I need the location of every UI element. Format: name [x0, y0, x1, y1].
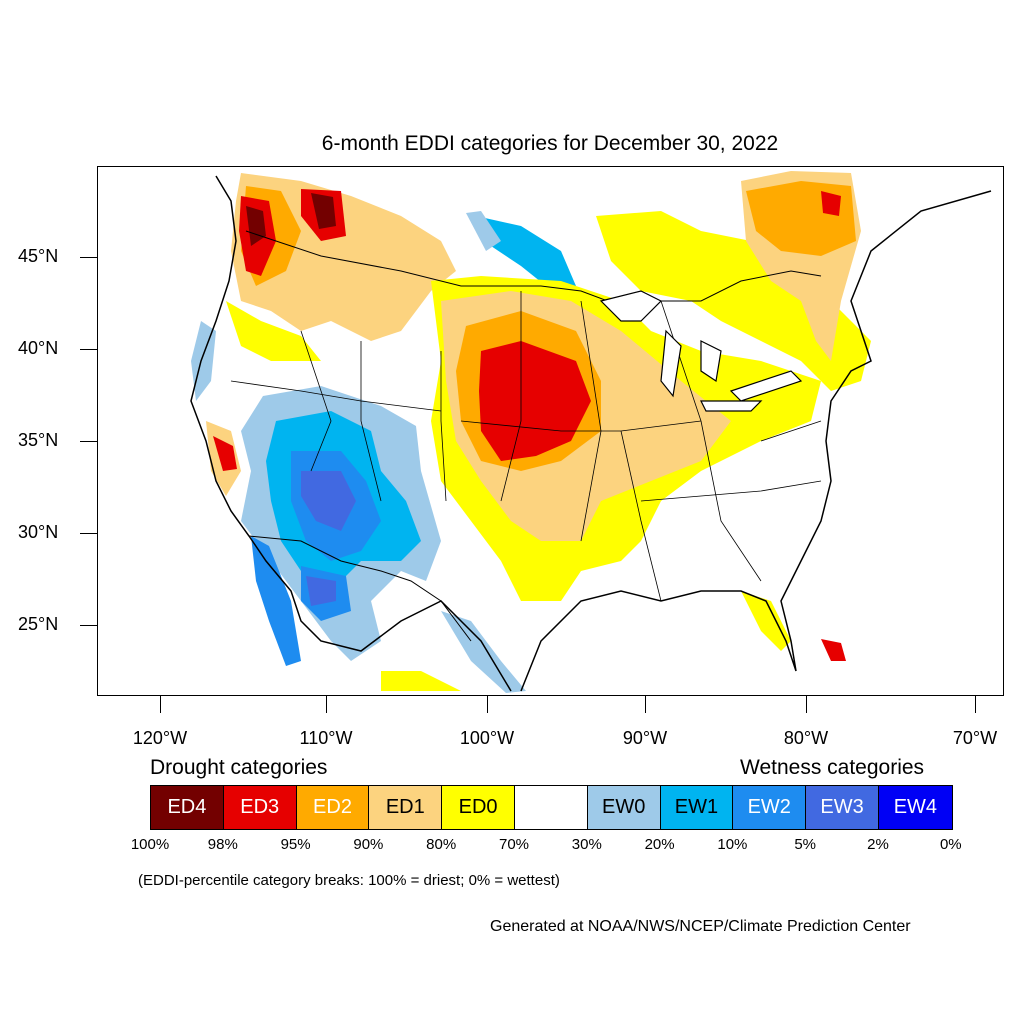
legend-swatch-ew3: EW3 — [806, 786, 879, 829]
region-ed3-bahamas — [821, 639, 846, 661]
lon-tick — [487, 696, 488, 713]
credit-line: Generated at NOAA/NWS/NCEP/Climate Predi… — [490, 918, 911, 935]
break-label: 90% — [353, 836, 384, 853]
coastline-outline — [190, 175, 992, 692]
break-label: 70% — [498, 836, 530, 853]
us-mexico-border — [248, 535, 472, 642]
lon-label-120: 120°W — [132, 728, 188, 748]
eddi-map — [97, 166, 1004, 696]
lat-tick — [80, 349, 97, 350]
region-ed0-mexico-south — [381, 671, 461, 691]
break-label: 20% — [644, 836, 675, 853]
region-ed0-florida — [741, 591, 791, 651]
lon-tick — [160, 696, 161, 713]
region-ew1-greatlakes — [476, 216, 576, 286]
lat-label-45: 45°N — [18, 246, 59, 266]
lat-label-30: 30°N — [18, 522, 59, 542]
region-ew0-pacific — [191, 321, 216, 401]
break-label: 100% — [130, 836, 170, 853]
region-ew3-southwest — [301, 471, 356, 531]
lat-label-25: 25°N — [18, 614, 59, 634]
lon-label-110: 110°W — [299, 728, 353, 748]
break-label: 0% — [939, 836, 962, 853]
lon-tick — [806, 696, 807, 713]
region-ed0-northwest — [226, 301, 321, 361]
lon-label-80: 80°W — [783, 728, 829, 748]
legend-swatch-ew0: EW0 — [587, 786, 661, 829]
region-ed3-quebec — [821, 191, 841, 216]
legend-swatch-ed3: ED3 — [223, 786, 297, 829]
legend-swatch-ew4: EW4 — [878, 786, 952, 829]
legend-swatch-ed2: ED2 — [296, 786, 370, 829]
lon-label-70: 70°W — [952, 728, 998, 748]
drought-heading: Drought categories — [150, 756, 328, 779]
break-label: 2% — [867, 836, 889, 853]
region-ew0-greatlakes — [466, 211, 501, 251]
region-ew3-mexico — [306, 576, 336, 606]
map-title: 6-month EDDI categories for December 30,… — [321, 132, 779, 155]
lon-label-100: 100°W — [459, 728, 515, 748]
legend-swatch-ed0: ED0 — [442, 786, 515, 829]
category-legend: ED4 ED3 ED2 ED1 ED0 EW0 EW1 EW2 EW3 EW4 — [150, 785, 953, 830]
lon-tick — [975, 696, 976, 713]
break-label: 5% — [794, 836, 817, 853]
region-ed3-california — [213, 436, 237, 471]
lon-label-90: 90°W — [622, 728, 668, 748]
legend-swatch-ed4: ED4 — [151, 786, 224, 829]
lat-tick — [80, 257, 97, 258]
break-label: 95% — [280, 836, 311, 853]
legend-swatch-ew2: EW2 — [733, 786, 807, 829]
lat-label-40: 40°N — [18, 338, 59, 358]
region-ew0-gulf — [441, 611, 526, 693]
legend-swatch-ed1: ED1 — [369, 786, 443, 829]
break-label: 30% — [571, 836, 602, 853]
legend-swatch-ew1: EW1 — [660, 786, 734, 829]
lon-tick — [645, 696, 646, 713]
legend-swatch-neutral — [514, 786, 588, 829]
lat-label-35: 35°N — [18, 430, 59, 450]
region-ew2-baja — [251, 536, 301, 666]
great-lakes — [599, 290, 803, 412]
break-label: 80% — [426, 836, 457, 853]
lat-tick — [80, 441, 97, 442]
us-canada-border — [245, 230, 822, 307]
state-lines — [230, 291, 822, 602]
lon-tick — [326, 696, 327, 713]
lat-tick — [80, 625, 97, 626]
break-label: 10% — [717, 836, 748, 853]
region-ed0-northeast — [596, 211, 871, 391]
category-note: (EDDI-percentile category breaks: 100% =… — [138, 872, 560, 889]
lat-tick — [80, 533, 97, 534]
wetness-heading: Wetness categories — [740, 756, 925, 779]
map-canvas — [190, 171, 992, 693]
break-label: 98% — [207, 836, 238, 853]
region-ed4-montana — [311, 193, 336, 229]
